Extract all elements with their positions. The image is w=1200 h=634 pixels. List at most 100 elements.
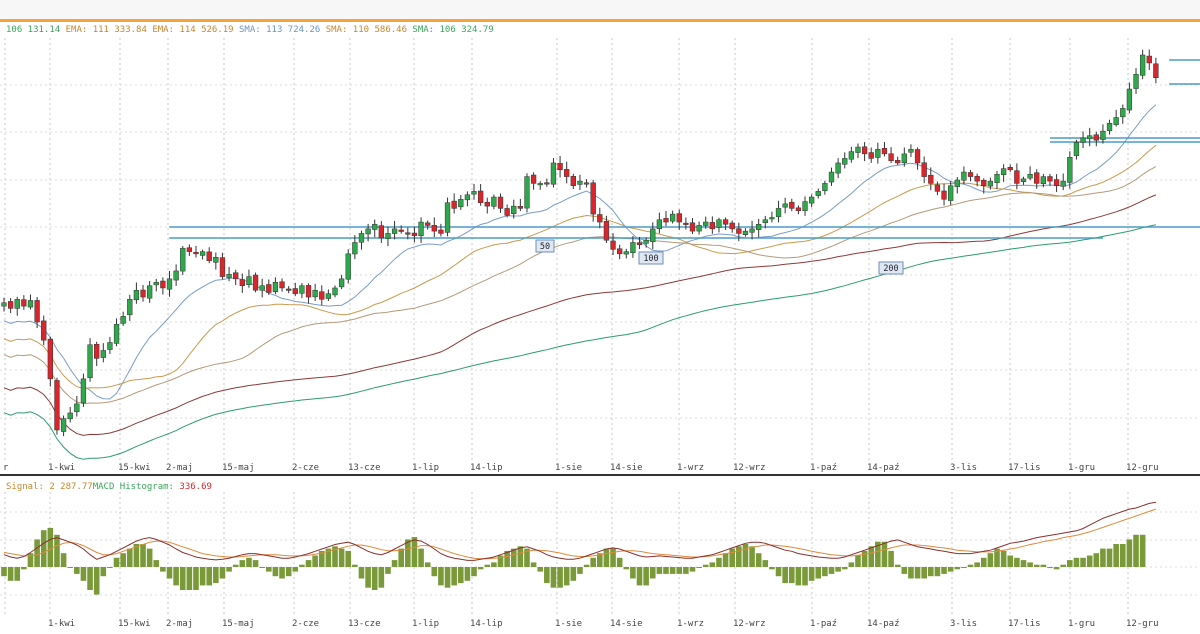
candle[interactable]: [497, 196, 504, 209]
histogram-bar[interactable]: [510, 548, 517, 567]
histogram-bar[interactable]: [921, 567, 927, 579]
histogram-bar[interactable]: [775, 567, 782, 577]
candle[interactable]: [418, 221, 424, 236]
histogram-bar[interactable]: [987, 553, 994, 567]
candle[interactable]: [1060, 180, 1066, 187]
candle[interactable]: [120, 316, 126, 324]
histogram-bar[interactable]: [424, 562, 431, 567]
histogram-bar[interactable]: [563, 567, 570, 586]
candle[interactable]: [550, 162, 557, 185]
candle[interactable]: [1080, 137, 1086, 143]
histogram-bar[interactable]: [676, 567, 683, 574]
candle[interactable]: [345, 253, 351, 280]
histogram-bar[interactable]: [1014, 557, 1020, 567]
histogram-bar[interactable]: [100, 567, 107, 577]
candle[interactable]: [855, 146, 861, 153]
candle[interactable]: [292, 288, 298, 294]
candle[interactable]: [861, 146, 868, 155]
histogram-bar[interactable]: [457, 567, 464, 584]
candle[interactable]: [597, 214, 603, 223]
histogram-bar[interactable]: [683, 567, 689, 574]
candle[interactable]: [848, 151, 855, 160]
candle[interactable]: [1007, 167, 1013, 171]
ma-badge-100[interactable]: 100: [638, 251, 664, 265]
histogram-bar[interactable]: [332, 546, 338, 567]
candle[interactable]: [458, 199, 464, 208]
candle[interactable]: [974, 175, 980, 182]
candle[interactable]: [477, 190, 484, 203]
candle[interactable]: [987, 180, 994, 187]
candle[interactable]: [815, 191, 821, 196]
candle[interactable]: [365, 228, 371, 235]
histogram-bar[interactable]: [80, 567, 87, 581]
histogram-bar[interactable]: [517, 546, 524, 567]
histogram-bar[interactable]: [742, 544, 749, 567]
histogram-bar[interactable]: [689, 567, 696, 572]
candle[interactable]: [828, 171, 835, 183]
candle[interactable]: [663, 218, 669, 223]
candle[interactable]: [564, 169, 570, 177]
candle[interactable]: [100, 350, 106, 358]
histogram-bar[interactable]: [153, 560, 160, 567]
histogram-bar[interactable]: [782, 567, 788, 584]
histogram-bar[interactable]: [1000, 550, 1007, 567]
histogram-bar[interactable]: [266, 567, 272, 572]
candle[interactable]: [160, 280, 166, 289]
histogram-bar[interactable]: [822, 567, 828, 577]
candle[interactable]: [54, 380, 60, 431]
histogram-bar[interactable]: [696, 567, 702, 568]
histogram-bar[interactable]: [27, 553, 34, 567]
histogram-bar[interactable]: [1, 567, 7, 577]
histogram-bar[interactable]: [1139, 534, 1146, 567]
candle[interactable]: [425, 222, 431, 226]
histogram-bar[interactable]: [716, 557, 722, 567]
histogram-bar[interactable]: [630, 567, 636, 579]
histogram-bar[interactable]: [206, 567, 213, 586]
candle[interactable]: [895, 160, 901, 164]
histogram-bar[interactable]: [550, 567, 557, 588]
candle[interactable]: [557, 163, 563, 171]
histogram-bar[interactable]: [378, 567, 385, 588]
histogram-bar[interactable]: [795, 567, 802, 586]
candle[interactable]: [934, 184, 941, 192]
candle[interactable]: [683, 222, 689, 225]
histogram-bar[interactable]: [246, 557, 252, 567]
candle[interactable]: [173, 270, 179, 281]
candle[interactable]: [1073, 142, 1080, 156]
histogram-bar[interactable]: [299, 564, 305, 567]
candle[interactable]: [789, 201, 795, 209]
histogram-bar[interactable]: [411, 537, 418, 567]
histogram-bar[interactable]: [570, 567, 577, 581]
histogram-bar[interactable]: [530, 562, 537, 567]
histogram-bar[interactable]: [1033, 564, 1040, 567]
histogram-bar[interactable]: [577, 567, 583, 574]
candle[interactable]: [994, 174, 1000, 183]
histogram-bar[interactable]: [610, 548, 616, 567]
candle[interactable]: [385, 233, 391, 239]
histogram-bar[interactable]: [835, 567, 841, 572]
histogram-bar[interactable]: [1040, 564, 1047, 567]
histogram-bar[interactable]: [60, 553, 67, 567]
candle[interactable]: [1146, 55, 1152, 64]
histogram-bar[interactable]: [14, 567, 21, 581]
histogram-bar[interactable]: [312, 555, 318, 568]
histogram-bar[interactable]: [994, 548, 1000, 567]
histogram-bar[interactable]: [583, 564, 590, 567]
histogram-bar[interactable]: [643, 567, 649, 586]
price-panel[interactable]: 50 100 200: [1, 49, 1200, 460]
histogram-bar[interactable]: [126, 548, 133, 567]
histogram-bar[interactable]: [663, 567, 669, 574]
candle[interactable]: [14, 299, 20, 309]
candle[interactable]: [305, 285, 312, 298]
histogram-bar[interactable]: [1093, 553, 1100, 567]
candle[interactable]: [729, 222, 735, 230]
candle[interactable]: [530, 174, 537, 184]
histogram-bar[interactable]: [1020, 560, 1027, 567]
histogram-bar[interactable]: [855, 555, 861, 568]
histogram-bar[interactable]: [815, 567, 822, 579]
histogram-bar[interactable]: [352, 564, 358, 567]
histogram-bar[interactable]: [1086, 555, 1093, 568]
candle[interactable]: [1139, 54, 1146, 76]
candle[interactable]: [107, 342, 113, 350]
